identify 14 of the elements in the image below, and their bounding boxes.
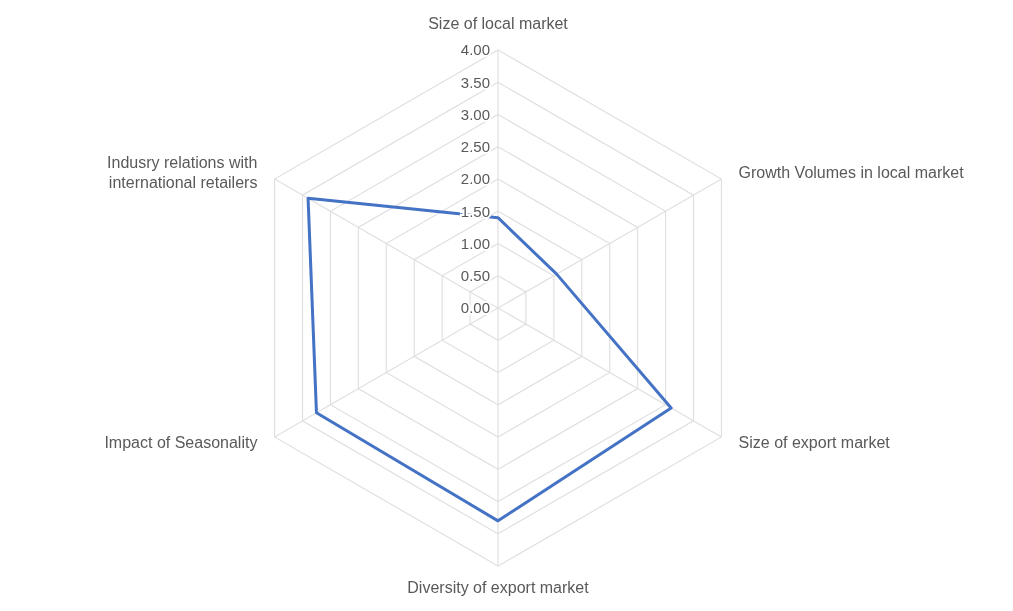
y-tick-label: 0.00 [460,299,490,317]
spoke-label: Growth Volumes in local market [738,163,965,181]
spoke-label: Indusry relations with international retailers [107,153,258,191]
spoke-label: Size of export market [738,434,891,452]
y-tick-label: 1.00 [460,234,490,252]
y-tick-label: 2.50 [460,138,490,155]
spoke-label: Size of local market [428,15,569,33]
spoke-label: Diversity of export market [407,578,590,596]
y-tick-label: 3.00 [460,105,490,123]
y-tick-label: 2.00 [460,170,490,188]
y-tick-label: 3.50 [460,73,490,91]
y-tick-label: 4.00 [460,41,490,59]
spoke-label: Impact of Seasonality [104,434,258,452]
y-tick-label: 0.50 [460,267,490,284]
